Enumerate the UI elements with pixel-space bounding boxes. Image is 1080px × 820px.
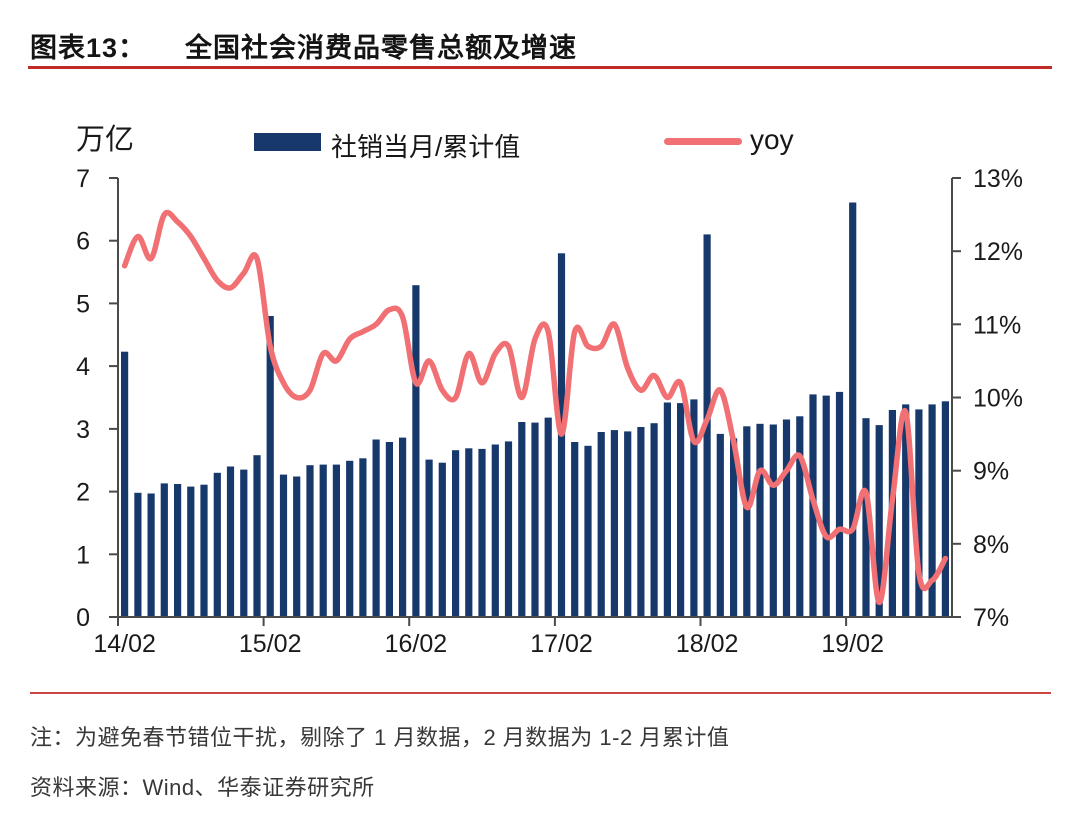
- bar: [279, 474, 288, 617]
- data-source: 资料来源：Wind、华泰证券研究所: [30, 775, 375, 800]
- bar: [716, 433, 724, 617]
- x-tick-label: 14/02: [93, 630, 156, 658]
- bar: [902, 404, 910, 617]
- x-tick-label: 17/02: [530, 630, 593, 658]
- bar: [531, 422, 539, 617]
- bar: [253, 455, 261, 617]
- bar: [663, 402, 671, 617]
- bar: [306, 465, 314, 617]
- bar: [849, 202, 857, 617]
- bar: [504, 441, 513, 617]
- bar: [425, 459, 433, 617]
- bar: [862, 418, 870, 617]
- legend-line-swatch: [664, 138, 742, 145]
- bar: [372, 439, 380, 617]
- bar: [650, 423, 658, 617]
- bar: [610, 430, 618, 617]
- y-left-tick-label: 6: [76, 228, 90, 256]
- bar: [782, 419, 791, 617]
- bar: [160, 483, 168, 617]
- bar: [332, 464, 340, 617]
- bar: [187, 486, 195, 617]
- bars-series: [121, 202, 949, 618]
- bar: [637, 427, 645, 617]
- bar: [743, 426, 751, 617]
- x-tick-label: 16/02: [385, 630, 448, 658]
- bar: [478, 448, 486, 617]
- bar: [491, 444, 499, 617]
- bar: [200, 484, 208, 617]
- bar: [928, 404, 936, 617]
- x-tick-label: 19/02: [821, 630, 884, 658]
- title-underline: [28, 66, 1052, 69]
- bar: [756, 423, 764, 617]
- bar: [941, 401, 949, 617]
- axes: [109, 177, 961, 626]
- bar: [465, 448, 473, 617]
- bar: [319, 464, 327, 617]
- y-axis-unit-label: 万亿: [76, 124, 135, 156]
- y-left-tick-label: 1: [76, 541, 90, 569]
- bar: [518, 422, 526, 617]
- bar: [597, 432, 605, 617]
- x-tick-label: 18/02: [676, 630, 739, 658]
- legend-line-label: yoy: [750, 124, 794, 155]
- y-left-tick-label: 7: [76, 165, 90, 193]
- bar: [769, 424, 777, 617]
- bar: [240, 469, 248, 617]
- y-right-tick-label: 8%: [973, 531, 1009, 559]
- yoy-line: [121, 209, 949, 606]
- y-left-tick-label: 5: [76, 290, 90, 318]
- bar: [293, 476, 301, 617]
- bar: [452, 450, 460, 617]
- bar: [915, 409, 923, 617]
- bar: [796, 416, 804, 617]
- x-tick-label: 15/02: [239, 630, 302, 658]
- axis-labels: 0 1 2 3 4 5 6 7 7% 8% 9% 10% 11% 12% 13% 14/02 15/02 16/0…: [76, 165, 1023, 658]
- y-left-tick-label: 0: [76, 604, 90, 632]
- bar: [690, 399, 698, 617]
- bar: [385, 442, 393, 617]
- bar: [412, 285, 420, 617]
- bar: [346, 460, 354, 617]
- bar: [213, 472, 221, 617]
- y-right-tick-label: 9%: [973, 458, 1009, 486]
- bar: [359, 458, 367, 617]
- legend-bar-swatch: [254, 133, 321, 151]
- y-left-tick-label: 3: [76, 416, 90, 444]
- y-right-tick-label: 10%: [973, 385, 1023, 413]
- bar: [121, 351, 129, 617]
- chart-note: 注：为避免春节错位干扰，剔除了 1 月数据，2 月数据为 1-2 月累计值: [30, 725, 730, 750]
- bar: [571, 442, 579, 617]
- bar: [730, 438, 738, 617]
- y-right-tick-label: 12%: [973, 238, 1023, 266]
- legend-bar-label: 社销当月/累计值: [331, 132, 521, 162]
- y-right-tick-label: 11%: [973, 311, 1021, 339]
- bar: [875, 425, 883, 617]
- bar: [544, 417, 552, 617]
- bar: [266, 316, 274, 617]
- bar: [399, 437, 407, 617]
- figure-number-label: 图表13：: [30, 33, 147, 63]
- y-right-tick-label: 13%: [973, 165, 1023, 193]
- y-left-tick-label: 2: [76, 479, 90, 507]
- y-left-tick-label: 4: [76, 353, 90, 381]
- bar: [226, 466, 235, 617]
- bar: [134, 492, 142, 617]
- bar: [822, 395, 830, 617]
- bar: [677, 403, 685, 617]
- page-title: 全国社会消费品零售总额及增速: [185, 33, 577, 63]
- bar: [624, 431, 632, 617]
- bar: [438, 462, 446, 617]
- y-right-tick-label: 7%: [973, 604, 1009, 632]
- bar: [835, 391, 844, 617]
- chart-plot: 0 1 2 3 4 5 6 7 7% 8% 9% 10% 11% 12% 13% 14/02 15/02 16/0…: [76, 165, 1023, 658]
- footer-divider: [30, 692, 1051, 694]
- bar: [174, 484, 182, 617]
- bar: [584, 445, 592, 617]
- bar: [147, 493, 155, 617]
